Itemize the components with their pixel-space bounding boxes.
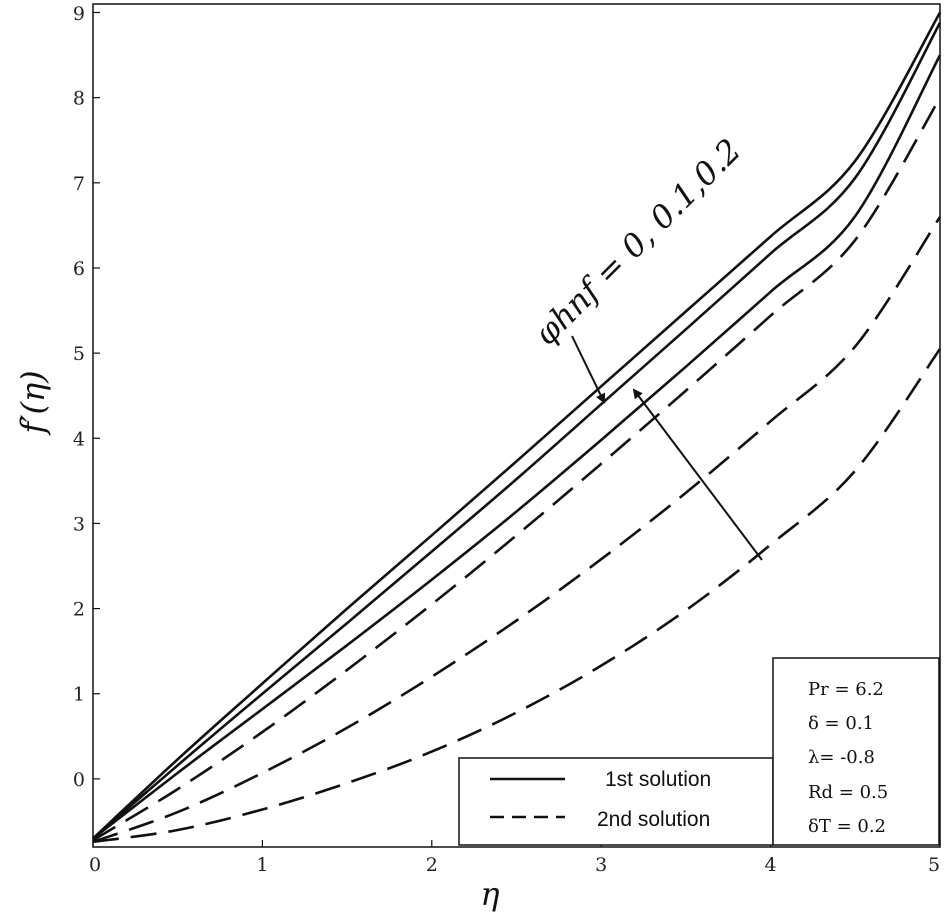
legend-label-2nd: 2nd solution (597, 808, 710, 831)
first-solution-curve-2 (92, 22, 942, 840)
y-tick-label: 0 (73, 769, 85, 791)
y-axis-title: f′(η) (14, 370, 52, 435)
x-tick-labels: 0 1 2 3 4 5 (89, 854, 940, 876)
second-solution-curve-5 (92, 216, 942, 844)
y-tick-label: 5 (73, 343, 85, 365)
x-tick-label: 2 (426, 854, 438, 876)
series-layer (92, 11, 942, 844)
x-tick-label: 5 (928, 854, 940, 876)
legend-label-1st: 1st solution (605, 768, 711, 791)
y-tick-label: 7 (73, 173, 85, 195)
legend-box (458, 757, 774, 846)
first-solution-curve-1 (92, 11, 942, 840)
param-deltat: δT = 0.2 (808, 816, 886, 837)
parameter-box-frame (772, 657, 940, 846)
first-solution-curve-3 (92, 54, 942, 840)
param-delta: δ = 0.1 (808, 713, 874, 734)
y-tick-label: 8 (73, 88, 85, 110)
y-tick-label: 2 (73, 599, 85, 621)
param-rd: Rd = 0.5 (808, 782, 888, 803)
x-tick-label: 0 (89, 854, 101, 876)
y-tick-label: 1 (73, 684, 85, 706)
param-pr: Pr = 6.2 (808, 679, 884, 700)
second-solution-curve-6 (92, 348, 942, 844)
y-tick-label: 4 (73, 428, 85, 450)
y-tick-label: 3 (73, 513, 85, 535)
x-axis-title: η (480, 875, 499, 913)
x-tick-label: 3 (595, 854, 607, 876)
legend: 1st solution 2nd solution (458, 757, 774, 846)
parameter-box: Pr = 6.2 δ = 0.1 λ= -0.8 Rd = 0.5 δT = 0… (772, 657, 940, 846)
y-tick-labels: 0 1 2 3 4 5 6 7 8 9 (73, 3, 85, 791)
y-tick-label: 9 (73, 3, 85, 25)
param-lambda: λ= -0.8 (808, 747, 875, 768)
x-tick-label: 1 (256, 854, 268, 876)
annotation-arrow-short (571, 335, 606, 404)
annotation-arrow-long (632, 388, 763, 561)
y-tick-label: 6 (73, 258, 85, 280)
x-tick-label: 4 (765, 854, 777, 876)
